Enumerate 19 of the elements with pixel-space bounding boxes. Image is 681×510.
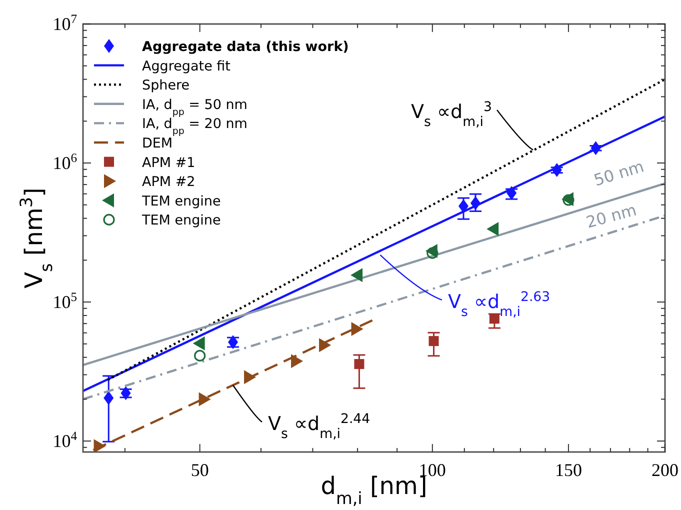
annotation: 50 nm (592, 156, 646, 190)
x-tick-label: 50 (190, 460, 209, 480)
y-tick-label: 10$^{5}$ (52, 290, 77, 312)
x-tick-label: 200 (652, 460, 678, 480)
legend-label: IA, d$_{pp}$ = 50 nm (142, 96, 248, 118)
legend-label: Aggregate data (this work) (142, 39, 349, 55)
legend-label: DEM (142, 136, 173, 152)
y-tick-label: 10$^{4}$ (52, 429, 78, 452)
y-tick-label: 10$^{6}$ (52, 151, 77, 174)
legend-label: TEM engine (141, 212, 221, 229)
legend-label: APM #2 (142, 174, 196, 190)
y-tick-label: 10$^{7}$ (52, 12, 77, 34)
legend-label: Sphere (142, 78, 190, 94)
legend-label: IA, d$_{pp}$ = 20 nm (142, 116, 248, 137)
legend-label: Aggregate fit (142, 58, 230, 74)
x-tick-label: 150 (554, 460, 582, 480)
legend-label: APM #1 (142, 154, 196, 171)
legend-label: TEM engine (141, 193, 221, 210)
annotation: 20 nm (584, 200, 638, 232)
